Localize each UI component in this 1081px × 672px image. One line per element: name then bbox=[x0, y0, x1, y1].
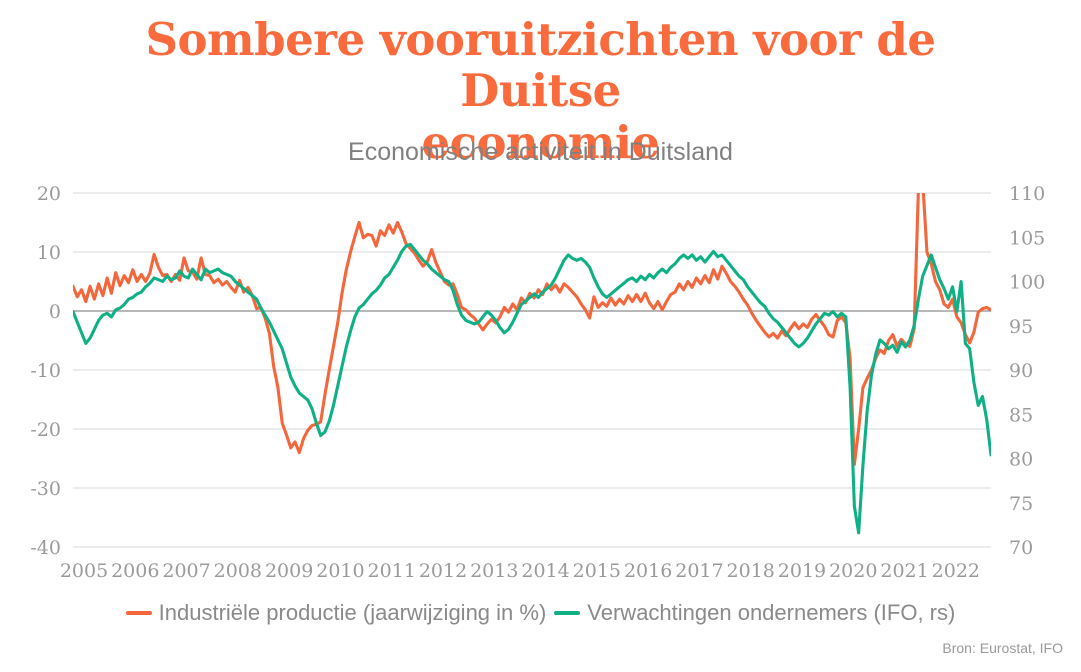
chart-subtitle: Economische activiteit in Duitsland bbox=[348, 138, 733, 166]
x-axis-tick-label: 2011 bbox=[368, 560, 416, 582]
x-axis-tick-label: 2018 bbox=[727, 560, 775, 582]
x-axis-tick-label: 2020 bbox=[829, 560, 877, 582]
series-line-business-expectations bbox=[73, 242, 991, 535]
x-axis-tick-label: 2006 bbox=[111, 560, 159, 582]
legend-label-business-expectations: Verwachtingen ondernemers (IFO, rs) bbox=[587, 600, 956, 625]
x-axis-tick-label: 2014 bbox=[521, 560, 569, 582]
legend-item-business-expectations[interactable]: Verwachtingen ondernemers (IFO, rs) bbox=[550, 600, 959, 626]
legend-item-industrial-production[interactable]: Industriële productie (jaarwijziging in … bbox=[122, 600, 551, 626]
y-axis-right-tick-label: 85 bbox=[1009, 404, 1033, 426]
chart-legend: Industriële productie (jaarwijziging in … bbox=[0, 600, 1081, 626]
y-axis-right-tick-label: 100 bbox=[1009, 272, 1045, 294]
y-axis-right-tick-label: 105 bbox=[1009, 227, 1045, 249]
x-axis-tick-label: 2012 bbox=[419, 560, 467, 582]
page-title: Sombere vooruitzichten voor de Duitse ec… bbox=[145, 13, 936, 169]
legend-swatch-business-expectations bbox=[554, 611, 581, 615]
y-axis-right-tick-label: 90 bbox=[1009, 360, 1033, 382]
y-axis-left-tick-label: 20 bbox=[37, 183, 61, 205]
y-axis-left-tick-label: -30 bbox=[30, 478, 61, 500]
x-axis-tick-label: 2009 bbox=[265, 560, 313, 582]
y-axis-left-tick-label: 0 bbox=[49, 301, 61, 323]
x-axis-tick-label: 2007 bbox=[162, 560, 210, 582]
y-axis-right-tick-label: 110 bbox=[1009, 183, 1045, 205]
x-axis-tick-label: 2015 bbox=[573, 560, 621, 582]
x-axis-tick-label: 2017 bbox=[675, 560, 723, 582]
legend-label-industrial-production: Industriële productie (jaarwijziging in … bbox=[158, 600, 547, 625]
legend-swatch-industrial-production bbox=[125, 611, 152, 615]
y-axis-right-tick-label: 80 bbox=[1009, 449, 1033, 471]
y-axis-right-tick-label: 75 bbox=[1009, 493, 1033, 515]
series-line-industrial-production bbox=[73, 193, 991, 466]
x-axis-tick-label: 2019 bbox=[778, 560, 826, 582]
y-axis-left-tick-label: -10 bbox=[30, 360, 61, 382]
y-axis-left-tick-label: -40 bbox=[30, 537, 61, 559]
source-note: Bron: Eurostat, IFO bbox=[942, 640, 1063, 656]
x-axis-tick-label: 2022 bbox=[932, 560, 980, 582]
x-axis-tick-label: 2013 bbox=[470, 560, 518, 582]
x-axis-tick-label: 2008 bbox=[214, 560, 262, 582]
y-axis-left-tick-label: 10 bbox=[37, 242, 61, 264]
x-axis-tick-label: 2010 bbox=[316, 560, 364, 582]
y-axis-left-tick-label: -20 bbox=[30, 419, 61, 441]
x-axis-tick-label: 2005 bbox=[60, 560, 108, 582]
x-axis-tick-label: 2021 bbox=[880, 560, 928, 582]
y-axis-right-tick-label: 95 bbox=[1009, 316, 1033, 338]
x-axis-tick-label: 2016 bbox=[624, 560, 672, 582]
y-axis-right-tick-label: 70 bbox=[1009, 537, 1033, 559]
